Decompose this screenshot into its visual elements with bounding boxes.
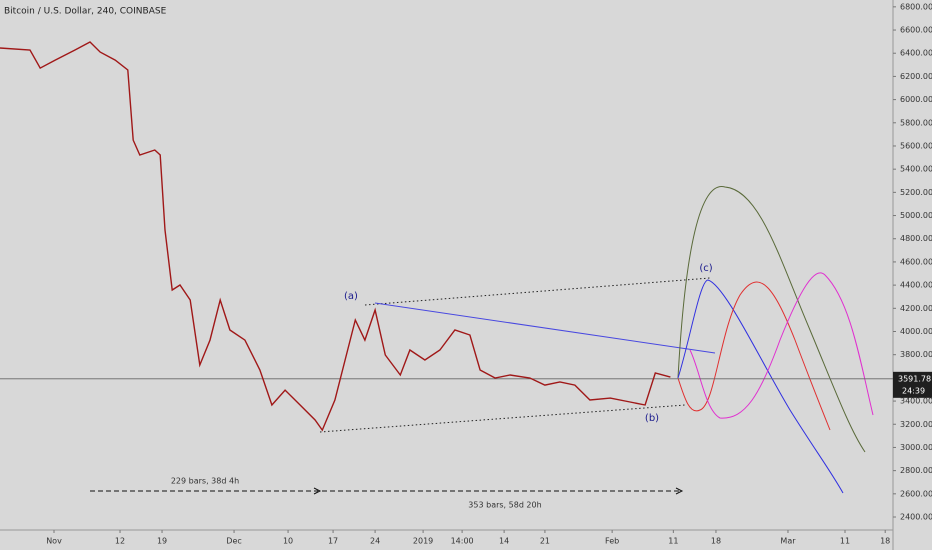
x-tick-label: Dec — [226, 537, 241, 546]
y-tick-label: 5200.00 — [900, 188, 932, 197]
y-tick-label: 3000.00 — [900, 443, 932, 452]
wave-label: (b) — [645, 413, 659, 424]
y-tick-label: 3400.00 — [900, 397, 932, 406]
x-tick-label: 14 — [499, 537, 509, 546]
x-tick-label: Nov — [46, 537, 62, 546]
y-tick-label: 2600.00 — [900, 489, 932, 498]
drawings — [90, 186, 874, 495]
y-tick-label: 6800.00 — [900, 2, 932, 11]
x-tick-label: Mar — [780, 537, 796, 546]
y-tick-label: 3200.00 — [900, 420, 932, 429]
y-tick-label: 5400.00 — [900, 165, 932, 174]
y-tick-label: 6200.00 — [900, 72, 932, 81]
projection-path — [677, 279, 844, 494]
y-tick-label: 5600.00 — [900, 141, 932, 150]
measure-label: 353 bars, 58d 20h — [468, 501, 541, 510]
projection-path — [689, 272, 874, 419]
wave-label: (c) — [699, 263, 712, 274]
y-tick-label: 4800.00 — [900, 234, 932, 243]
y-tick-label: 6600.00 — [900, 26, 932, 35]
y-tick-label: 5000.00 — [900, 211, 932, 220]
channel-top — [364, 277, 711, 306]
y-tick-label: 4200.00 — [900, 304, 932, 313]
projection-path — [677, 281, 831, 431]
y-tick-label: 2400.00 — [900, 513, 932, 522]
arrow-head — [313, 487, 322, 495]
channel-bottom — [319, 404, 686, 433]
measure-label: 229 bars, 38d 4h — [171, 477, 239, 486]
wave-label: (a) — [344, 291, 358, 302]
x-tick-label: 12 — [115, 537, 125, 546]
y-tick-label: 4400.00 — [900, 281, 932, 290]
x-tick-label: 17 — [328, 537, 338, 546]
x-tick-label: 11 — [668, 537, 678, 546]
x-tick-label: 10 — [283, 537, 293, 546]
x-tick-label: 24 — [370, 537, 380, 546]
arrow-head — [675, 487, 684, 495]
x-tick-label: 2019 — [413, 537, 433, 546]
last-price-box — [893, 371, 932, 398]
x-tick-label: Feb — [605, 537, 619, 546]
x-tick-label: 14:00 — [451, 537, 474, 546]
last-price-label: 3591.78 — [898, 374, 931, 383]
x-tick-label: 18 — [711, 537, 721, 546]
y-tick-label: 4600.00 — [900, 257, 932, 266]
trend-line — [374, 302, 716, 354]
y-tick-label: 6400.00 — [900, 49, 932, 58]
x-tick-label: 11 — [840, 537, 850, 546]
countdown: 24:39 — [902, 386, 925, 395]
y-tick-label: 3800.00 — [900, 350, 932, 359]
y-tick-label: 2800.00 — [900, 466, 932, 475]
price-line — [0, 41, 671, 432]
projection-path — [677, 186, 866, 453]
x-tick-label: 19 — [157, 537, 167, 546]
chart-title: Bitcoin / U.S. Dollar, 240, COINBASE — [4, 7, 167, 17]
y-tick-label: 6000.00 — [900, 95, 932, 104]
y-tick-label: 5800.00 — [900, 118, 932, 127]
x-tick-label: 18 — [880, 537, 890, 546]
y-tick-label: 4000.00 — [900, 327, 932, 336]
x-tick-label: 21 — [540, 537, 550, 546]
